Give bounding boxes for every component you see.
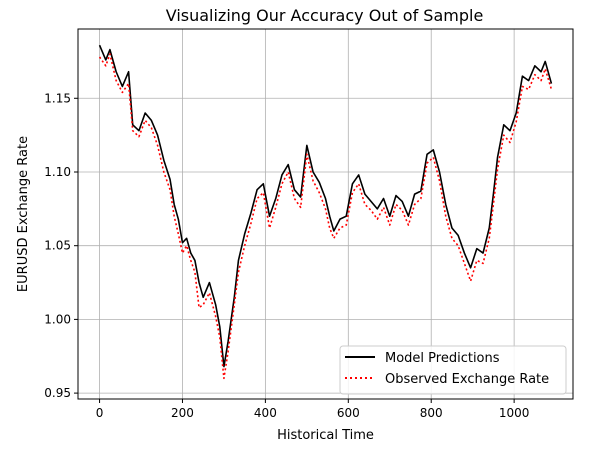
y-tick-label: 1.00 xyxy=(44,312,71,326)
y-tick-label: 1.15 xyxy=(44,91,71,105)
series-line-observed-exchange-rate xyxy=(98,53,553,380)
y-axis-label: EURUSD Exchange Rate xyxy=(16,136,31,292)
x-tick-label: 800 xyxy=(420,406,443,420)
legend-label-observed-exchange-rate: Observed Exchange Rate xyxy=(385,372,549,387)
x-tick-label: 400 xyxy=(254,406,277,420)
x-axis-label: Historical Time xyxy=(277,428,374,443)
y-tick-label: 0.95 xyxy=(44,386,71,400)
plot-frame xyxy=(77,28,574,400)
chart-title: Visualizing Our Accuracy Out of Sample xyxy=(166,6,484,25)
x-tick-label: 1000 xyxy=(499,406,530,420)
legend: Model Predictions Observed Exchange Rate xyxy=(339,345,567,395)
legend-label-model-predictions: Model Predictions xyxy=(385,351,500,366)
x-ticks: 0 200 400 600 800 1000 xyxy=(96,399,530,420)
x-tick-label: 200 xyxy=(171,406,194,420)
y-tick-label: 1.10 xyxy=(44,165,71,179)
y-tick-label: 1.05 xyxy=(44,239,71,253)
x-tick-label: 0 xyxy=(96,406,104,420)
series-layer xyxy=(98,44,553,380)
y-ticks: 0.95 1.00 1.05 1.10 1.15 xyxy=(44,91,78,400)
series-line-model-predictions xyxy=(98,44,553,368)
grid xyxy=(78,29,573,399)
legend-box xyxy=(339,345,567,395)
x-tick-label: 600 xyxy=(337,406,360,420)
